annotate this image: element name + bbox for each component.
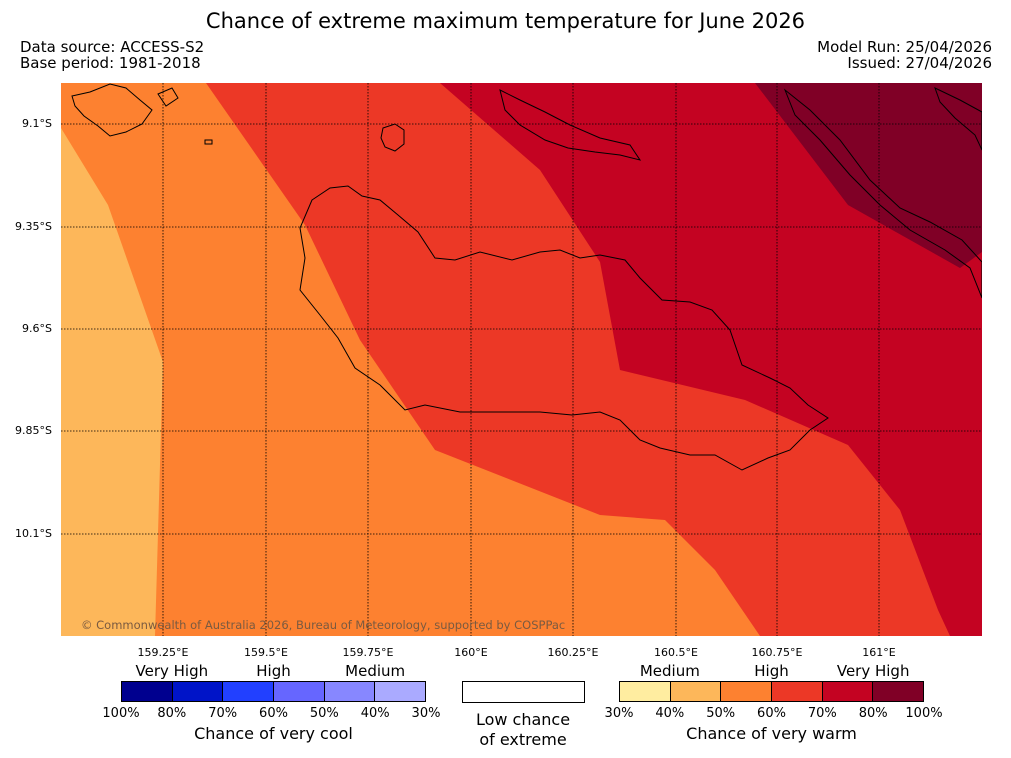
warm-percent-label: 80% bbox=[858, 706, 888, 721]
warm-category-label: Very High bbox=[836, 662, 910, 680]
neutral-label-line1: Low chance bbox=[475, 710, 571, 729]
longitude-label: 160.25°E bbox=[547, 646, 599, 659]
cool-swatch bbox=[274, 682, 325, 701]
warm-percent-label: 50% bbox=[706, 706, 736, 721]
warm-category-label: High bbox=[754, 662, 789, 680]
latitude-label: 9.1°S bbox=[22, 117, 52, 130]
warm-swatch bbox=[721, 682, 773, 701]
latitude-label: 10.1°S bbox=[15, 527, 52, 540]
longitude-label: 159.5°E bbox=[244, 646, 288, 659]
malaita-coast bbox=[499, 89, 642, 161]
meta-right: Model Run: 25/04/2026 Issued: 27/04/2026 bbox=[817, 39, 992, 71]
warm-percent-label: 100% bbox=[905, 706, 943, 721]
cool-percent-label: 100% bbox=[102, 706, 140, 721]
cool-percent-label: 70% bbox=[208, 706, 238, 721]
warm-category-label: Medium bbox=[639, 662, 700, 680]
florida-islands-coast bbox=[71, 83, 213, 145]
warm-label: Chance of very warm bbox=[686, 724, 857, 743]
zone-70-80 bbox=[440, 83, 982, 636]
cool-swatch bbox=[324, 682, 376, 701]
meta-left: Data source: ACCESS-S2 Base period: 1981… bbox=[20, 39, 204, 71]
cool-swatch bbox=[223, 682, 275, 701]
cool-swatch bbox=[172, 682, 224, 701]
warm-percent-label: 70% bbox=[807, 706, 837, 721]
neutral-label-line2: of extreme bbox=[479, 730, 567, 749]
makira-coast bbox=[783, 88, 982, 299]
cool-category-label: Very High bbox=[135, 662, 209, 680]
zone-80-100 bbox=[755, 83, 982, 268]
map-title: Chance of extreme maximum temperature fo… bbox=[205, 9, 806, 33]
cool-color-bar bbox=[121, 681, 426, 702]
cool-label: Chance of very cool bbox=[194, 724, 353, 743]
coastline bbox=[71, 83, 982, 471]
latitude-label: 9.35°S bbox=[15, 220, 52, 233]
warm-swatch bbox=[620, 682, 671, 701]
savo-island-coast bbox=[380, 123, 405, 152]
neutral-label: Low chance of extreme bbox=[443, 710, 603, 750]
neutral-swatch bbox=[462, 681, 585, 703]
cool-percent-label: 40% bbox=[360, 706, 390, 721]
data-source-text: Data source: ACCESS-S2 bbox=[20, 38, 205, 56]
cool-percent-label: 30% bbox=[411, 706, 441, 721]
longitude-label: 161°E bbox=[862, 646, 896, 659]
latitude-label: 9.85°S bbox=[15, 424, 52, 437]
longitude-label: 159.75°E bbox=[342, 646, 394, 659]
guadalcanal-coast bbox=[299, 185, 829, 471]
warm-swatch bbox=[822, 682, 874, 701]
base-period-text: Base period: 1981-2018 bbox=[20, 54, 201, 72]
longitude-label: 160.5°E bbox=[654, 646, 698, 659]
cool-swatch bbox=[122, 682, 173, 701]
cool-percent-label: 50% bbox=[309, 706, 339, 721]
warm-swatch bbox=[772, 682, 823, 701]
warm-swatch bbox=[670, 682, 722, 701]
longitude-label: 160.75°E bbox=[751, 646, 803, 659]
warm-percent-label: 30% bbox=[604, 706, 634, 721]
longitude-label: 159.25°E bbox=[137, 646, 189, 659]
warm-percent-label: 40% bbox=[655, 706, 685, 721]
cool-percent-label: 80% bbox=[157, 706, 187, 721]
graticule bbox=[61, 83, 982, 636]
cool-category-label: Medium bbox=[345, 662, 406, 680]
model-run-text: Model Run: 25/04/2026 bbox=[817, 38, 992, 56]
cool-swatch bbox=[375, 682, 426, 701]
latitude-label: 9.6°S bbox=[22, 322, 52, 335]
copyright-text: © Commonwealth of Australia 2026, Bureau… bbox=[81, 618, 566, 632]
warm-color-bar bbox=[619, 681, 924, 702]
coast-ne bbox=[934, 87, 982, 151]
warm-swatch bbox=[873, 682, 924, 701]
longitude-label: 160°E bbox=[454, 646, 488, 659]
cool-percent-label: 60% bbox=[259, 706, 288, 721]
issued-text: Issued: 27/04/2026 bbox=[847, 54, 992, 72]
warm-percent-label: 60% bbox=[757, 706, 786, 721]
temperature-map bbox=[61, 83, 982, 636]
cool-category-label: High bbox=[256, 662, 291, 680]
